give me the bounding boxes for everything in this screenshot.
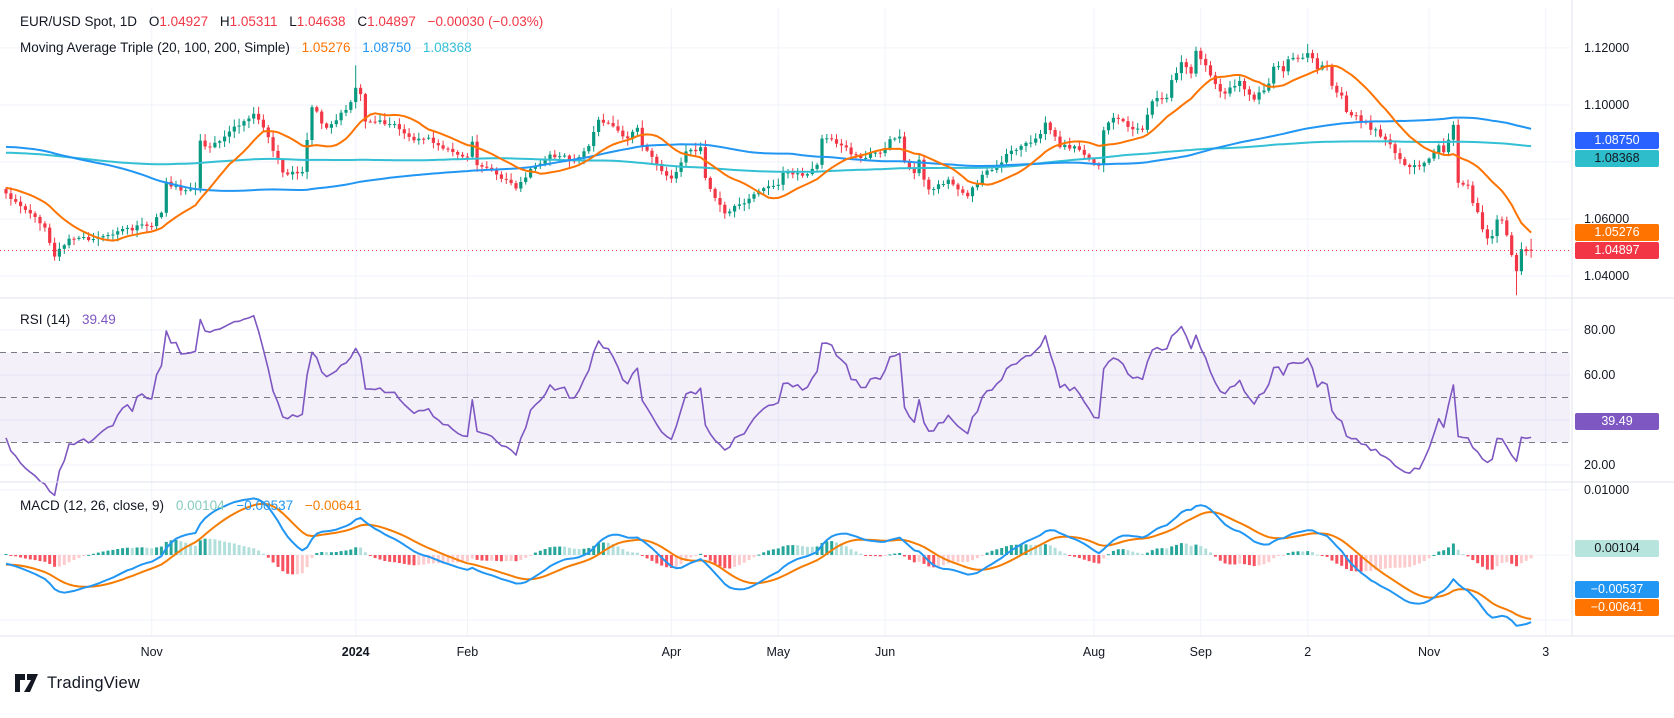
macd-hist-value: 0.00104 — [175, 498, 225, 513]
time-tick-label: 2024 — [341, 645, 370, 659]
price-badge: 1.05276 — [1575, 223, 1659, 241]
axis-tick-label: 1.10000 — [1584, 97, 1630, 112]
time-tick-label: Sep — [1189, 645, 1212, 659]
high-value: 1.05311 — [229, 14, 278, 29]
time-tick-label: Feb — [456, 645, 479, 659]
time-tick-label: Jun — [875, 645, 896, 659]
macd-signal-value: −0.00641 — [304, 498, 362, 513]
time-tick-label: May — [766, 645, 791, 659]
price-badge: 1.08368 — [1575, 150, 1659, 168]
rsi-value: 39.49 — [82, 312, 116, 327]
close-label: C — [357, 14, 368, 29]
axis-tick-label: 1.04000 — [1584, 269, 1630, 284]
macd-title: MACD (12, 26, close, 9) — [20, 498, 165, 513]
open-value: 1.04927 — [159, 14, 209, 29]
time-tick-label: Aug — [1082, 645, 1106, 659]
axis-tick-label: 0.01000 — [1584, 482, 1630, 497]
time-tick-label: 2 — [1304, 645, 1312, 659]
rsi-legend: RSI (14) 39.49 — [20, 312, 119, 327]
rsi-title: RSI (14) — [20, 312, 71, 327]
tradingview-logo-text: TradingView — [47, 673, 140, 692]
price-badge: −0.00537 — [1575, 581, 1659, 599]
low-value: 1.04638 — [296, 14, 346, 29]
ma200-value: 1.08368 — [422, 40, 472, 55]
change-value: −0.00030 (−0.03%) — [427, 14, 544, 29]
time-tick-label: Nov — [140, 645, 163, 659]
price-badge: 0.00104 — [1575, 539, 1659, 557]
tradingview-logo[interactable]: TradingView — [14, 672, 140, 694]
low-label: L — [289, 14, 297, 29]
macd-legend: MACD (12, 26, close, 9) 0.00104 −0.00537… — [20, 498, 365, 513]
time-tick-label: Nov — [1417, 645, 1441, 659]
price-badge: 1.08750 — [1575, 132, 1659, 150]
axis-tick-label: 60.00 — [1584, 367, 1616, 382]
open-label: O — [148, 14, 160, 29]
symbol-legend: EUR/USD Spot, 1D O1.04927 H1.05311 L1.04… — [20, 14, 546, 29]
tradingview-logo-icon — [15, 674, 38, 692]
price-badge: 39.49 — [1575, 412, 1659, 430]
time-tick-label: Apr — [661, 645, 682, 659]
ma100-value: 1.08750 — [362, 40, 412, 55]
close-value: 1.04897 — [367, 14, 416, 29]
axis-tick-label: 1.12000 — [1584, 40, 1630, 55]
ma-title: Moving Average Triple (20, 100, 200, Sim… — [20, 40, 290, 55]
time-tick-label: 3 — [1542, 645, 1550, 659]
price-badge: 1.04897 — [1575, 241, 1659, 259]
ma-legend: Moving Average Triple (20, 100, 200, Sim… — [20, 40, 475, 55]
ma20-value: 1.05276 — [301, 40, 351, 55]
price-badge: −0.00641 — [1575, 599, 1659, 617]
axis-tick-label: 80.00 — [1584, 322, 1616, 337]
macd-line-value: −0.00537 — [236, 498, 294, 513]
symbol-title: EUR/USD Spot, 1D — [20, 14, 138, 29]
axis-tick-label: 1.06000 — [1584, 212, 1630, 226]
high-label: H — [219, 14, 230, 29]
axis-tick-label: 20.00 — [1584, 457, 1616, 472]
